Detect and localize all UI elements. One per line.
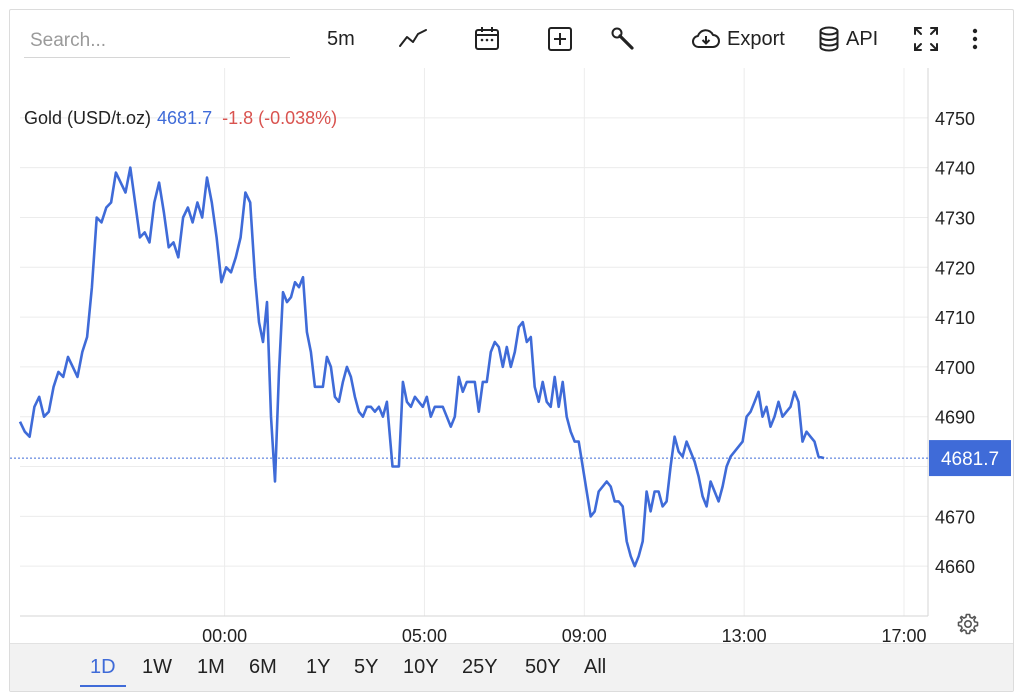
range-25y[interactable]: 25Y (462, 656, 498, 678)
more-menu-button[interactable] (968, 22, 982, 56)
range-1y[interactable]: 1Y (306, 656, 331, 678)
chart-area[interactable]: 4660467046804690470047104720473047404750… (10, 68, 1013, 646)
fullscreen-button[interactable] (912, 22, 940, 56)
range-1m[interactable]: 1M (197, 656, 225, 678)
wrench-icon (611, 27, 634, 50)
x-axis: 00:00 05:00 09:00 13:00 17:00 (20, 615, 928, 646)
price-chart[interactable]: 4660467046804690470047104720473047404750… (10, 68, 1013, 646)
y-tick-label: 4690 (935, 408, 975, 428)
settings-tool-button[interactable] (610, 22, 636, 56)
chart-settings-gear-icon[interactable] (956, 612, 980, 636)
x-tick-label: 17:00 (881, 626, 926, 643)
date-range-button[interactable] (474, 22, 500, 56)
search-input[interactable] (24, 24, 290, 58)
x-tick-label: 00:00 (202, 626, 247, 643)
add-indicator-button[interactable] (547, 22, 573, 56)
legend-change: -1.8 (-0.038%) (222, 108, 337, 128)
export-label: Export (727, 27, 785, 50)
price-series-line (18, 166, 825, 568)
line-chart-icon (399, 29, 427, 47)
range-50y[interactable]: 50Y (525, 656, 561, 678)
range-1w[interactable]: 1W (142, 656, 172, 678)
y-tick-label: 4740 (935, 159, 975, 179)
chart-legend: Gold (USD/t.oz) 4681.7 -1.8 (-0.038%) (24, 108, 337, 128)
y-axis: 4660467046804690470047104720473047404750 (927, 68, 975, 616)
y-tick-label: 4660 (935, 557, 975, 577)
last-price-tag (929, 440, 1011, 477)
interval-button[interactable]: 5m (327, 22, 355, 56)
range-selector: 1D 1W 1M 6M 1Y 5Y 10Y 25Y 50Y All (10, 643, 1013, 691)
chart-type-button[interactable] (398, 22, 428, 56)
api-label: API (846, 27, 879, 50)
range-6m[interactable]: 6M (249, 656, 277, 678)
interval-label: 5m (327, 27, 355, 50)
range-1d[interactable]: 1D (80, 656, 126, 687)
export-button[interactable]: Export (691, 22, 785, 56)
grid-lines (20, 68, 928, 616)
y-tick-label: 4730 (935, 208, 975, 228)
plus-square-icon (548, 27, 572, 51)
y-tick-label: 4670 (935, 507, 975, 527)
more-vertical-icon (972, 28, 978, 50)
chart-widget: 5m (9, 9, 1014, 692)
fullscreen-icon (914, 27, 938, 51)
legend-symbol: Gold (USD/t.oz) 4681.7 -1.8 (-0.038%) (24, 108, 337, 128)
x-tick-label: 09:00 (562, 626, 607, 643)
calendar-icon (475, 27, 499, 50)
y-tick-label: 4750 (935, 109, 975, 129)
series-layer: 4681.7 (10, 166, 1011, 568)
x-tick-label: 13:00 (722, 626, 767, 643)
legend-price: 4681.7 (157, 108, 212, 128)
y-tick-label: 4710 (935, 308, 975, 328)
range-all[interactable]: All (584, 656, 607, 678)
toolbar: 5m (10, 10, 1013, 68)
database-icon (819, 26, 839, 52)
cloud-download-icon (692, 29, 720, 48)
y-tick-label: 4720 (935, 258, 975, 278)
range-10y[interactable]: 10Y (403, 656, 439, 678)
api-button[interactable]: API (818, 22, 878, 56)
range-5y[interactable]: 5Y (354, 656, 379, 678)
last-price-label: 4681.7 (941, 449, 999, 470)
y-tick-label: 4700 (935, 358, 975, 378)
x-tick-label: 05:00 (402, 626, 447, 643)
